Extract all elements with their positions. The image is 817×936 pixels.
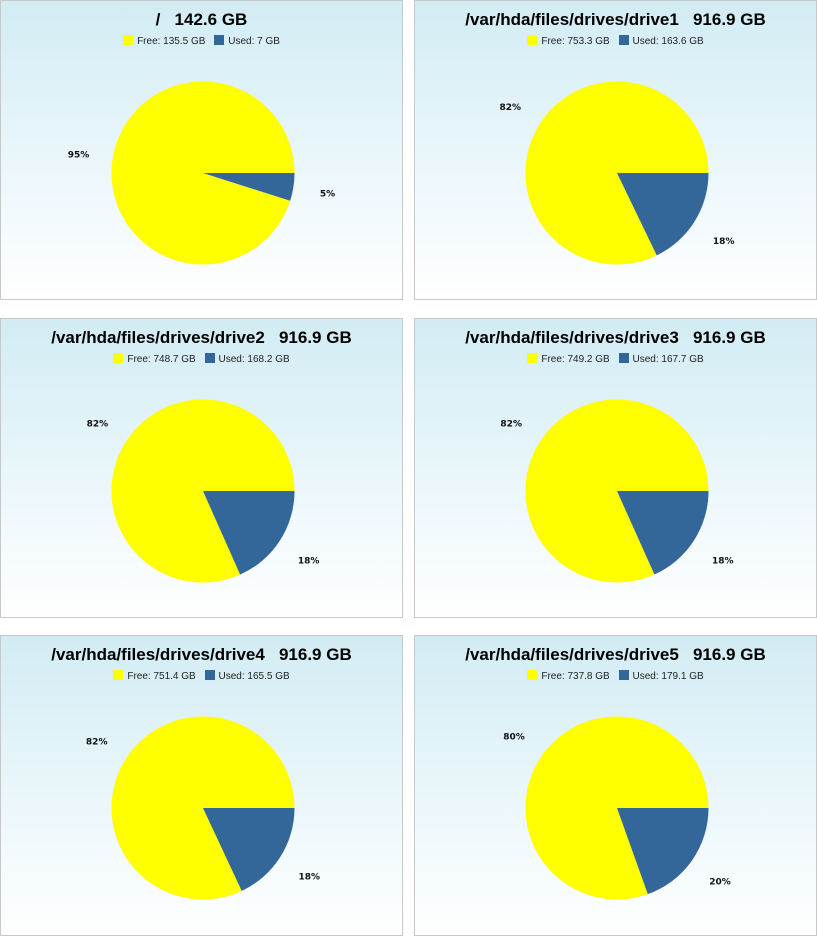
pie-label-free: 82%	[500, 420, 522, 430]
pie-slice-free	[111, 716, 295, 900]
legend-item-free: Free: 135.5 GB	[123, 35, 205, 47]
chart-legend: Free: 135.5 GB Used: 7 GB	[1, 35, 402, 47]
pie-label-used: 18%	[299, 873, 321, 883]
legend-swatch-free	[527, 35, 538, 45]
legend-label-used: Used: 167.7 GB	[632, 354, 704, 365]
pie-label-free: 82%	[86, 737, 108, 747]
chart-legend: Free: 749.2 GB Used: 167.7 GB	[415, 353, 816, 365]
legend-swatch-used	[618, 35, 629, 45]
chart-legend: Free: 748.7 GB Used: 168.2 GB	[1, 353, 402, 365]
chart-title: / 142.6 GB	[155, 10, 248, 29]
chart-legend: Free: 751.4 GB Used: 165.5 GB	[1, 670, 402, 682]
pie-slice-used	[203, 808, 295, 891]
legend-swatch-used	[214, 35, 225, 45]
chart-panel-root: / 142.6 GB Free: 135.5 GB Used: 7 GB 95%…	[0, 0, 403, 300]
legend-swatch-used	[204, 670, 215, 680]
legend-label-used: Used: 165.5 GB	[218, 671, 290, 682]
pie-slice-used	[617, 173, 709, 256]
legend-label-free: Free: 753.3 GB	[541, 36, 610, 47]
pie-label-used: 5%	[320, 189, 335, 199]
legend-swatch-used	[618, 670, 629, 680]
chart-title: /var/hda/files/drives/drive2 916.9 GB	[51, 328, 352, 347]
legend-label-free: Free: 737.8 GB	[541, 671, 610, 682]
pie-chart: 82% 18%	[87, 399, 320, 583]
legend-item-used: Used: 7 GB	[214, 35, 280, 47]
chart-legend: Free: 753.3 GB Used: 163.6 GB	[415, 35, 816, 47]
legend-label-free: Free: 748.7 GB	[127, 354, 196, 365]
chart-legend: Free: 737.8 GB Used: 179.1 GB	[415, 670, 816, 682]
legend-label-used: Used: 168.2 GB	[218, 354, 290, 365]
pie-label-free: 82%	[500, 103, 522, 113]
legend-swatch-used	[204, 353, 215, 363]
pie-slice-free	[111, 399, 295, 583]
pie-label-free: 82%	[87, 419, 109, 429]
pie-slice-free	[525, 81, 709, 265]
pie-chart: 82% 18%	[500, 81, 735, 265]
legend-label-used: Used: 179.1 GB	[632, 671, 704, 682]
legend-label-free: Free: 751.4 GB	[127, 671, 196, 682]
pie-label-used: 18%	[298, 557, 320, 567]
chart-title: /var/hda/files/drives/drive5 916.9 GB	[465, 645, 766, 664]
chart-panel-drive5: /var/hda/files/drives/drive5 916.9 GB Fr…	[414, 635, 817, 936]
legend-swatch-free	[527, 670, 538, 680]
pie-slice-free	[525, 399, 709, 583]
pie-chart: 95% 5%	[68, 81, 335, 265]
legend-label-free: Free: 749.2 GB	[541, 354, 610, 365]
chart-title: /var/hda/files/drives/drive1 916.9 GB	[465, 10, 766, 29]
legend-swatch-used	[618, 353, 629, 363]
pie-slice-used	[617, 491, 709, 575]
legend-swatch-free	[527, 353, 538, 363]
pie-label-used: 20%	[709, 878, 731, 888]
legend-label-used: Used: 7 GB	[228, 36, 280, 47]
pie-label-used: 18%	[712, 557, 734, 567]
legend-item-free: Free: 751.4 GB	[113, 670, 196, 682]
pie-label-free: 95%	[68, 151, 90, 161]
legend-swatch-free	[123, 35, 134, 45]
chart-panel-drive1: /var/hda/files/drives/drive1 916.9 GB Fr…	[414, 0, 817, 300]
pie-slice-free	[111, 81, 295, 265]
legend-item-used: Used: 163.6 GB	[618, 35, 704, 47]
pie-slice-used	[617, 808, 709, 895]
legend-item-free: Free: 753.3 GB	[527, 35, 610, 47]
legend-label-free: Free: 135.5 GB	[137, 36, 206, 47]
pie-slice-used	[203, 173, 295, 201]
chart-panel-drive4: /var/hda/files/drives/drive4 916.9 GB Fr…	[0, 635, 403, 936]
legend-label-used: Used: 163.6 GB	[632, 36, 704, 47]
pie-chart: 82% 18%	[500, 399, 734, 583]
pie-slice-used	[203, 491, 295, 575]
pie-chart: 82% 18%	[86, 716, 321, 900]
legend-item-used: Used: 168.2 GB	[204, 353, 290, 365]
pie-slice-free	[525, 716, 709, 900]
pie-label-used: 18%	[713, 237, 735, 247]
chart-title: /var/hda/files/drives/drive4 916.9 GB	[51, 645, 352, 664]
pie-label-free: 80%	[503, 732, 525, 742]
legend-item-free: Free: 749.2 GB	[527, 353, 610, 365]
legend-swatch-free	[113, 670, 124, 680]
legend-item-free: Free: 737.8 GB	[527, 670, 610, 682]
legend-swatch-free	[113, 353, 124, 363]
legend-item-used: Used: 165.5 GB	[204, 670, 290, 682]
legend-item-used: Used: 179.1 GB	[618, 670, 704, 682]
pie-chart: 80% 20%	[503, 716, 731, 900]
legend-item-free: Free: 748.7 GB	[113, 353, 196, 365]
chart-title: /var/hda/files/drives/drive3 916.9 GB	[465, 328, 766, 347]
chart-panel-drive2: /var/hda/files/drives/drive2 916.9 GB Fr…	[0, 318, 403, 618]
legend-item-used: Used: 167.7 GB	[618, 353, 704, 365]
chart-panel-drive3: /var/hda/files/drives/drive3 916.9 GB Fr…	[414, 318, 817, 618]
